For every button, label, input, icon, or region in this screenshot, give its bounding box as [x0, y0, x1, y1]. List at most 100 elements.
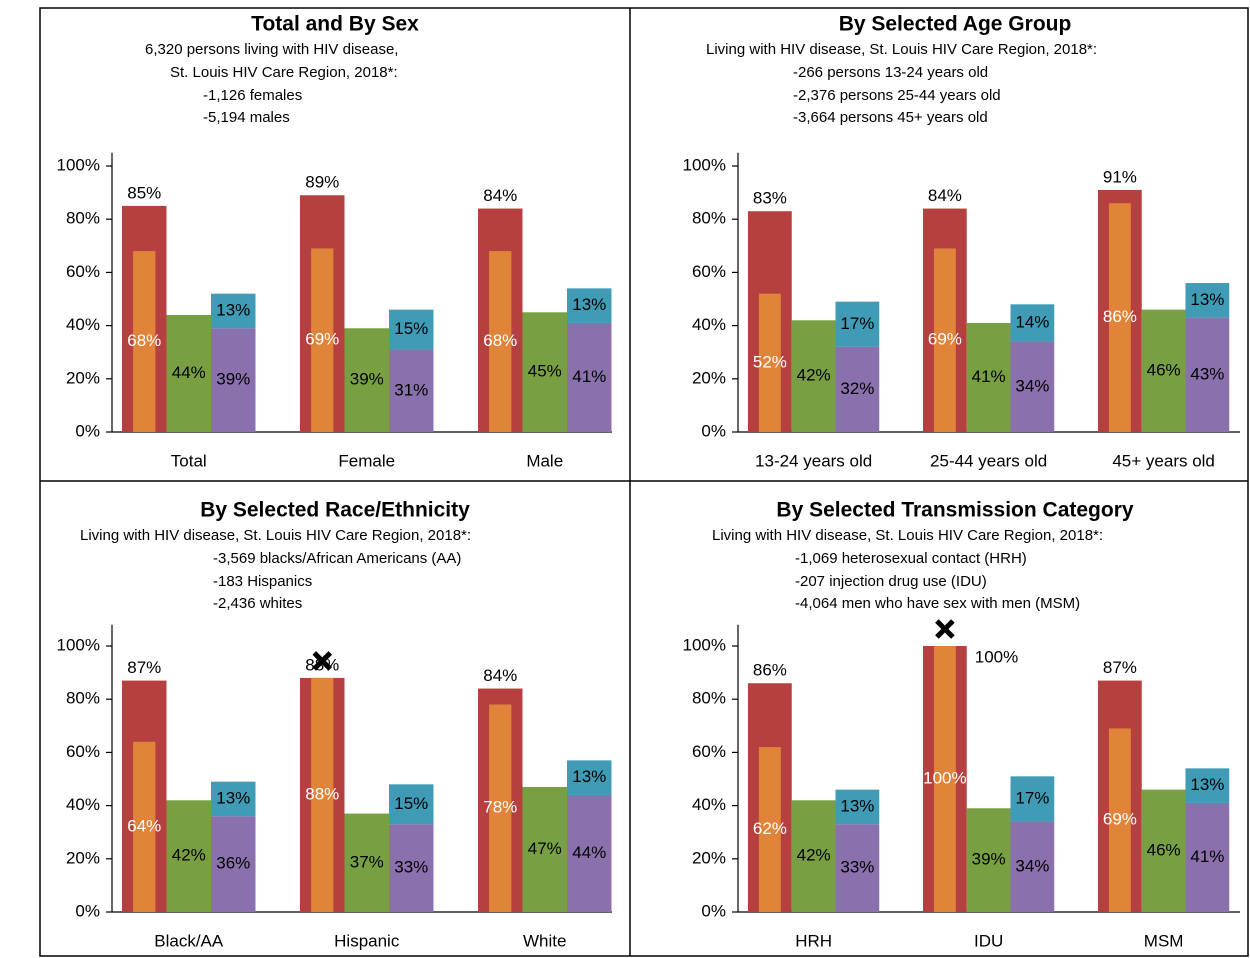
- y-tick-label: 100%: [683, 155, 726, 174]
- bar: [133, 251, 156, 432]
- value-label: 91%: [1103, 167, 1137, 186]
- bar: [522, 312, 567, 432]
- y-tick-label: 80%: [692, 689, 726, 708]
- value-label: 36%: [216, 854, 250, 873]
- value-label: 15%: [394, 794, 428, 813]
- value-label: 13%: [572, 295, 606, 314]
- value-label: 86%: [1103, 307, 1137, 326]
- panel-subtitle: -5,194 males: [203, 109, 290, 126]
- bar: [1185, 283, 1230, 318]
- bar: [835, 346, 880, 432]
- value-label: 44%: [572, 843, 606, 862]
- x-tick-label: 13-24 years old: [755, 451, 872, 470]
- panel-subtitle: -2,436 whites: [213, 595, 302, 612]
- bar: [211, 293, 256, 329]
- y-tick-label: 20%: [66, 848, 100, 867]
- panel-subtitle: -207 injection drug use (IDU): [795, 573, 987, 590]
- y-tick-label: 80%: [66, 209, 100, 228]
- value-label: 13%: [572, 767, 606, 786]
- value-label: 39%: [216, 370, 250, 389]
- value-label: 86%: [753, 661, 787, 680]
- bar: [835, 789, 880, 825]
- value-label: 34%: [1015, 376, 1049, 395]
- value-label: 13%: [840, 796, 874, 815]
- y-tick-label: 40%: [66, 315, 100, 334]
- panel-subtitle: 6,320 persons living with HIV disease,: [145, 41, 398, 58]
- value-label: 13%: [216, 300, 250, 319]
- value-label: 33%: [840, 858, 874, 877]
- y-tick-label: 0%: [75, 421, 100, 440]
- bar: [791, 320, 836, 432]
- value-label: 69%: [1103, 810, 1137, 829]
- bar: [389, 784, 434, 825]
- panel-subtitle: Living with HIV disease, St. Louis HIV C…: [80, 527, 471, 544]
- x-tick-label: HRH: [795, 931, 832, 950]
- bar: [835, 301, 880, 347]
- value-label: 83%: [753, 189, 787, 208]
- panel-subtitle: -3,664 persons 45+ years old: [793, 109, 988, 126]
- x-tick-label: Female: [338, 451, 395, 470]
- panel-subtitle: St. Louis HIV Care Region, 2018*:: [170, 64, 398, 81]
- x-tick-label: Hispanic: [334, 931, 400, 950]
- bar: [344, 328, 389, 432]
- value-label: 14%: [1015, 312, 1049, 331]
- bar: [933, 248, 956, 432]
- bar: [211, 328, 256, 432]
- x-tick-label: 45+ years old: [1112, 451, 1215, 470]
- value-label: 100%: [923, 768, 966, 787]
- panel-subtitle: -3,569 blacks/African Americans (AA): [213, 550, 461, 567]
- bar: [791, 800, 836, 912]
- panel-title: By Selected Age Group: [839, 13, 1072, 36]
- value-label: 13%: [216, 788, 250, 807]
- bar: [1010, 776, 1055, 822]
- bar: [1010, 821, 1055, 912]
- value-label: 39%: [972, 850, 1006, 869]
- x-tick-label: 25-44 years old: [930, 451, 1047, 470]
- bar: [567, 288, 612, 323]
- value-label: 46%: [1147, 840, 1181, 859]
- bar: [133, 741, 156, 912]
- value-label: 87%: [127, 658, 161, 677]
- bar: [389, 824, 434, 912]
- value-label: 44%: [172, 363, 206, 382]
- value-label: 41%: [572, 367, 606, 386]
- value-label: 68%: [127, 331, 161, 350]
- value-label: 46%: [1147, 360, 1181, 379]
- value-label: 52%: [753, 352, 787, 371]
- value-label: 13%: [1190, 290, 1224, 309]
- y-tick-label: 60%: [692, 262, 726, 281]
- value-label: 41%: [972, 367, 1006, 386]
- flag-mark: [935, 619, 955, 639]
- value-label: 62%: [753, 819, 787, 838]
- x-tick-label: White: [523, 931, 566, 950]
- bar: [1010, 304, 1055, 342]
- bar: [211, 781, 256, 817]
- panel-subtitle: -266 persons 13-24 years old: [793, 64, 988, 81]
- value-label: 13%: [1190, 775, 1224, 794]
- bar: [1185, 317, 1230, 432]
- bar: [966, 322, 1011, 432]
- value-label: 87%: [1103, 658, 1137, 677]
- panel-title: By Selected Race/Ethnicity: [200, 499, 470, 522]
- bar: [567, 794, 612, 912]
- y-tick-label: 20%: [692, 368, 726, 387]
- bar: [311, 248, 334, 432]
- y-tick-label: 80%: [66, 689, 100, 708]
- value-label: 42%: [797, 366, 831, 385]
- value-label: 78%: [483, 798, 517, 817]
- value-label: 15%: [394, 319, 428, 338]
- bar: [1141, 309, 1186, 432]
- bar: [1010, 341, 1055, 432]
- x-tick-label: MSM: [1144, 931, 1184, 950]
- bar: [1108, 728, 1131, 912]
- bar: [966, 808, 1011, 912]
- value-label: 34%: [1015, 856, 1049, 875]
- y-tick-label: 80%: [692, 209, 726, 228]
- value-label: 68%: [483, 331, 517, 350]
- y-tick-label: 0%: [701, 901, 726, 920]
- value-label: 47%: [528, 839, 562, 858]
- y-tick-label: 60%: [66, 742, 100, 761]
- x-tick-label: Male: [526, 451, 563, 470]
- value-label: 17%: [840, 314, 874, 333]
